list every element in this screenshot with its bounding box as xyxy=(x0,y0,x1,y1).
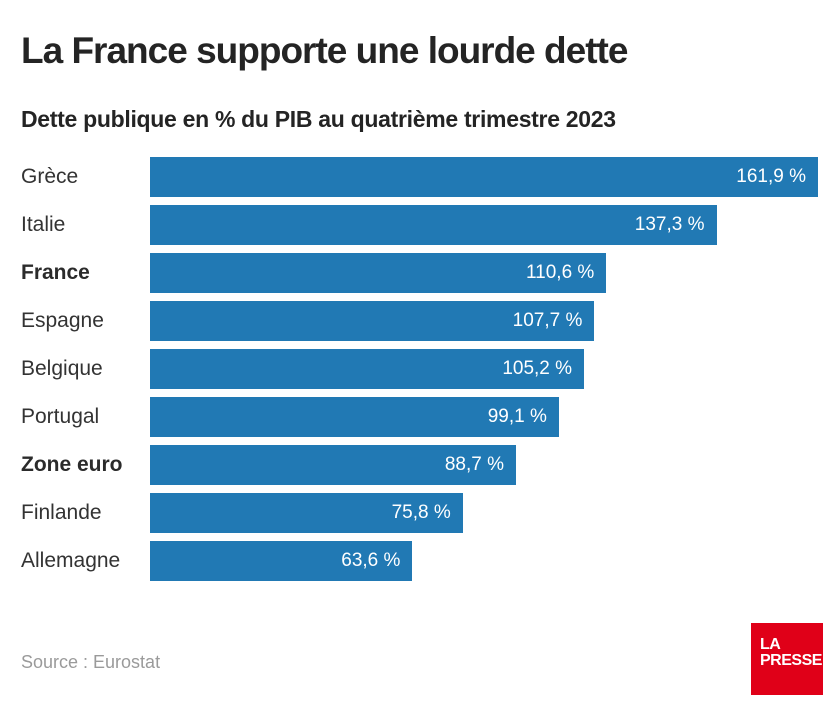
value-label: 110,6 % xyxy=(526,262,595,283)
value-label: 107,7 % xyxy=(512,310,583,331)
value-label: 105,2 % xyxy=(502,358,573,379)
bar: 105,2 % xyxy=(150,349,585,389)
category-label: France xyxy=(21,261,90,284)
logo-line-1: LA xyxy=(760,636,781,653)
bar-track: 107,7 % xyxy=(150,301,818,341)
value-label: 75,8 % xyxy=(391,502,451,523)
category-label: Belgique xyxy=(21,357,103,380)
chart-row: Finlande 75,8 % xyxy=(0,493,840,533)
bar: 161,9 % xyxy=(150,157,818,197)
category-label: Zone euro xyxy=(21,453,123,476)
value-label: 137,3 % xyxy=(634,214,705,235)
chart-row: Italie 137,3 % xyxy=(0,205,840,245)
category-label: Italie xyxy=(21,213,66,236)
bar-track: 63,6 % xyxy=(150,541,818,581)
chart-row: Grèce 161,9 % xyxy=(0,157,840,197)
bar-track: 75,8 % xyxy=(150,493,818,533)
chart-subtitle: Dette publique en % du PIB au quatrième … xyxy=(21,106,616,132)
bar: 107,7 % xyxy=(150,301,595,341)
category-label: Finlande xyxy=(21,501,102,524)
bar-track: 137,3 % xyxy=(150,205,818,245)
bar: 110,6 % xyxy=(150,253,607,293)
chart-row: France 110,6 % xyxy=(0,253,840,293)
value-label: 161,9 % xyxy=(736,166,806,187)
chart-row: Espagne 107,7 % xyxy=(0,301,840,341)
value-label: 99,1 % xyxy=(487,406,547,427)
value-label: 63,6 % xyxy=(341,550,401,571)
chart-title: La France supporte une lourde dette xyxy=(21,30,628,71)
chart-row: Portugal 99,1 % xyxy=(0,397,840,437)
category-label: Espagne xyxy=(21,309,104,332)
logo-line-2: PRESSE xyxy=(760,652,822,669)
bar-track: 88,7 % xyxy=(150,445,818,485)
chart-row: Belgique 105,2 % xyxy=(0,349,840,389)
bar-track: 99,1 % xyxy=(150,397,818,437)
bar: 99,1 % xyxy=(150,397,559,437)
source-label: Source : Eurostat xyxy=(21,652,161,672)
bar-track: 161,9 % xyxy=(150,157,818,197)
la-presse-logo: LA PRESSE xyxy=(751,623,823,695)
bar-chart: Grèce 161,9 % Italie 137,3 % France 110,6 % Es… xyxy=(0,157,840,589)
chart-row: Zone euro 88,7 % xyxy=(0,445,840,485)
bar-track: 110,6 % xyxy=(150,253,818,293)
category-label: Grèce xyxy=(21,165,79,188)
bar-track: 105,2 % xyxy=(150,349,818,389)
bar: 75,8 % xyxy=(150,493,463,533)
bar: 63,6 % xyxy=(150,541,413,581)
chart-row: Allemagne 63,6 % xyxy=(0,541,840,581)
bar: 137,3 % xyxy=(150,205,717,245)
category-label: Allemagne xyxy=(21,549,121,572)
category-label: Portugal xyxy=(21,405,100,428)
bar: 88,7 % xyxy=(150,445,516,485)
value-label: 88,7 % xyxy=(444,454,504,475)
